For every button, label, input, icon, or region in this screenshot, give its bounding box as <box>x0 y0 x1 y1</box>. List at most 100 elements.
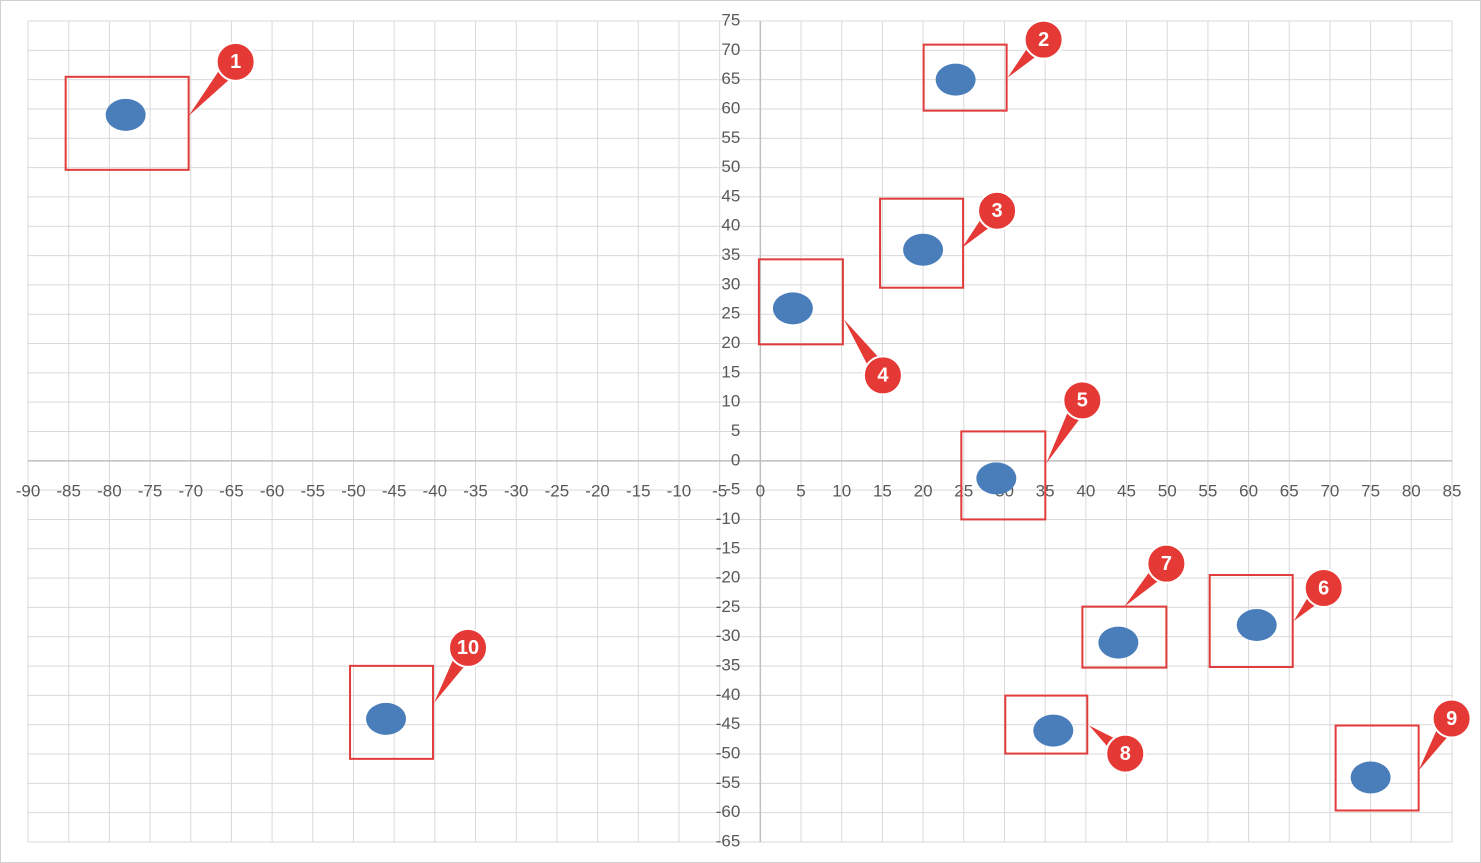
x-tick-label: -10 <box>667 481 692 500</box>
highlight-box <box>960 430 1047 521</box>
point <box>772 292 813 325</box>
callout-label: 3 <box>992 200 1003 222</box>
y-tick-label: 0 <box>731 450 740 469</box>
callout-bubble <box>1303 568 1344 609</box>
callout-label: 8 <box>1120 743 1131 765</box>
y-tick-label: -25 <box>716 597 741 616</box>
x-tick-label: -25 <box>545 481 570 500</box>
x-tick-label: -30 <box>504 481 529 500</box>
highlight-box <box>349 664 435 760</box>
x-tick-label: -55 <box>301 481 326 500</box>
y-tick-label: -60 <box>716 802 741 821</box>
x-tick-label: 40 <box>1076 481 1095 500</box>
y-tick-label: 15 <box>721 362 740 381</box>
x-tick-label: -80 <box>97 481 122 500</box>
point <box>1098 626 1139 659</box>
point <box>366 702 407 735</box>
point <box>976 462 1017 495</box>
x-tick-label: 80 <box>1402 481 1421 500</box>
callout-bubble <box>1062 380 1103 421</box>
point <box>903 233 944 266</box>
highlight-box <box>1208 574 1294 669</box>
y-tick-label: 30 <box>721 274 740 293</box>
x-tick-label: -65 <box>219 481 244 500</box>
x-tick-label: -50 <box>341 481 366 500</box>
x-tick-label: 15 <box>873 481 892 500</box>
callout-bubble <box>1146 543 1187 584</box>
y-tick-label: -35 <box>716 656 741 675</box>
y-tick-label: 70 <box>721 40 740 59</box>
x-tick-label: -60 <box>260 481 285 500</box>
point <box>1350 761 1391 794</box>
y-tick-label: 10 <box>721 392 740 411</box>
highlight-box <box>879 197 965 289</box>
y-tick-label: 35 <box>721 245 740 264</box>
point <box>1033 714 1074 747</box>
x-tick-label: 5 <box>796 481 805 500</box>
callout-label: 5 <box>1077 390 1088 412</box>
callout-bubble <box>1105 733 1146 774</box>
highlight-box <box>1004 694 1089 755</box>
y-tick-label: 40 <box>721 216 740 235</box>
x-tick-label: -20 <box>585 481 610 500</box>
x-tick-label: -75 <box>138 481 163 500</box>
callout-bubble <box>977 190 1018 231</box>
x-tick-label: 65 <box>1280 481 1299 500</box>
x-tick-label: -15 <box>626 481 651 500</box>
y-tick-label: -50 <box>716 744 741 763</box>
callout-label: 6 <box>1318 577 1329 599</box>
y-tick-label: 50 <box>721 157 740 176</box>
point <box>935 63 976 96</box>
x-tick-label: 0 <box>756 481 765 500</box>
y-tick-label: 65 <box>721 69 740 88</box>
callout-label: 10 <box>457 637 479 659</box>
y-tick-label: 5 <box>731 421 740 440</box>
x-tick-label: -70 <box>178 481 203 500</box>
x-tick-label: 75 <box>1361 481 1380 500</box>
y-tick-label: -40 <box>716 685 741 704</box>
callout-bubble <box>215 41 256 82</box>
callout-bubble <box>862 355 903 396</box>
y-tick-label: -30 <box>716 626 741 645</box>
point <box>105 98 146 131</box>
callout-bubble <box>1023 19 1064 60</box>
callout-bubble <box>1431 698 1472 739</box>
callout-label: 9 <box>1446 708 1457 730</box>
y-tick-label: -5 <box>725 480 740 499</box>
highlight-box <box>757 258 844 346</box>
y-tick-label: -55 <box>716 773 741 792</box>
highlight-box <box>922 43 1008 112</box>
callout-bubble <box>448 627 489 668</box>
x-tick-label: -35 <box>463 481 488 500</box>
y-tick-label: 75 <box>721 10 740 29</box>
y-tick-label: 20 <box>721 333 740 352</box>
x-tick-label: 45 <box>1117 481 1136 500</box>
highlight-box <box>64 75 190 171</box>
y-tick-label: -45 <box>716 714 741 733</box>
x-tick-label: -85 <box>56 481 81 500</box>
x-tick-label: 70 <box>1320 481 1339 500</box>
x-tick-label: -45 <box>382 481 407 500</box>
y-tick-label: -65 <box>716 831 741 850</box>
x-tick-label: -5 <box>712 481 727 500</box>
callout-label: 1 <box>230 51 241 73</box>
x-tick-label: 20 <box>914 481 933 500</box>
x-tick-label: -40 <box>423 481 448 500</box>
y-tick-label: 55 <box>721 128 740 147</box>
x-tick-label: 85 <box>1443 481 1462 500</box>
callout-label: 7 <box>1161 553 1172 575</box>
y-tick-label: 60 <box>721 98 740 117</box>
x-tick-label: 50 <box>1158 481 1177 500</box>
x-tick-label: -90 <box>16 481 41 500</box>
x-tick-label: 55 <box>1198 481 1217 500</box>
y-tick-label: 25 <box>721 304 740 323</box>
highlight-box <box>1334 724 1420 812</box>
point <box>1236 609 1277 642</box>
y-tick-label: -15 <box>716 538 741 557</box>
callout-label: 4 <box>877 365 889 387</box>
y-tick-label: -20 <box>716 568 741 587</box>
x-tick-label: 10 <box>832 481 851 500</box>
x-tick-label: 25 <box>954 481 973 500</box>
y-tick-label: -10 <box>716 509 741 528</box>
x-tick-label: 60 <box>1239 481 1258 500</box>
